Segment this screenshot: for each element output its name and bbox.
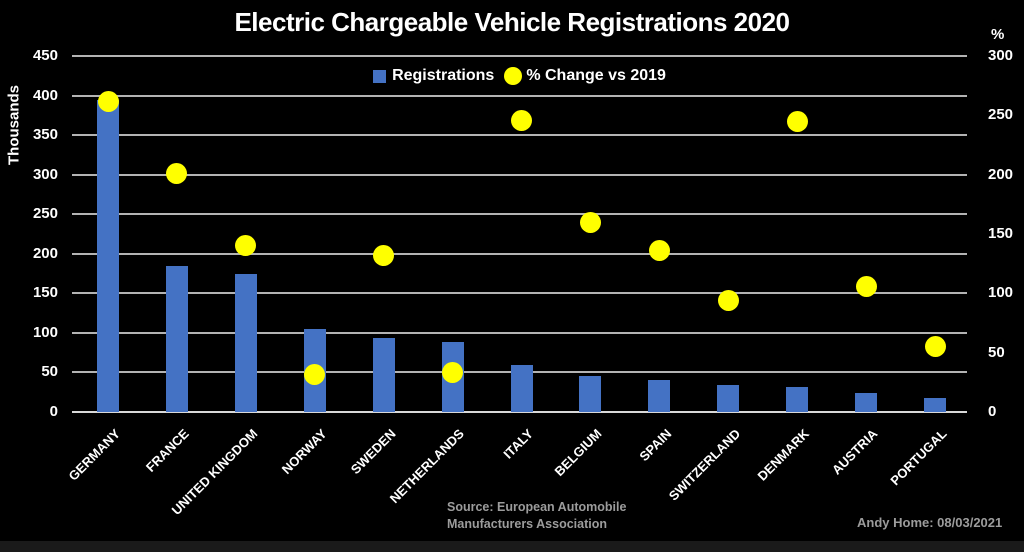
- x-axis-category-label: AUSTRIA: [829, 426, 881, 478]
- pct-change-dot: [235, 235, 257, 257]
- pct-change-dot: [717, 289, 739, 311]
- right-axis-unit-label: %: [991, 26, 1005, 43]
- registrations-bar: [717, 385, 740, 412]
- right-axis-tick-label: 150: [988, 225, 1014, 242]
- author-credit: Andy Home: 08/03/2021: [857, 515, 1003, 530]
- x-axis-category-label: SPAIN: [635, 426, 674, 465]
- pct-change-dot: [442, 362, 464, 384]
- left-axis-tick-label: 200: [32, 244, 58, 262]
- registrations-bar: [648, 380, 671, 412]
- right-axis-tick-label: 200: [988, 165, 1014, 183]
- registrations-bar: [165, 265, 188, 412]
- pct-change-dot: [786, 110, 808, 132]
- registrations-bar: [924, 397, 946, 412]
- right-axis-tick-label: 50: [988, 343, 1005, 361]
- gridline: [72, 94, 967, 97]
- x-axis-category-label: FRANCE: [142, 426, 192, 475]
- left-axis-tick-label: 0: [49, 403, 58, 420]
- x-axis-category-label: DENMARK: [754, 426, 812, 484]
- pct-change-dot: [97, 90, 119, 112]
- source-line-1: Source: European Automobile: [447, 500, 627, 514]
- pct-change-dot: [166, 162, 188, 184]
- gridline: [72, 134, 967, 137]
- gridline: [72, 292, 967, 295]
- pct-change-legend-dot-icon: [504, 67, 523, 85]
- pct-change-dot: [579, 211, 601, 233]
- x-axis-category-label: SWITZERLAND: [665, 426, 743, 504]
- gridline: [72, 55, 967, 57]
- left-axis-tick-label: 400: [32, 86, 58, 104]
- left-axis-tick-label: 100: [32, 323, 58, 341]
- gridline: [72, 252, 967, 255]
- left-axis-tick-label: 150: [32, 284, 58, 302]
- registrations-bar: [372, 337, 395, 412]
- right-axis-tick-label: 250: [988, 106, 1014, 124]
- pct-change-dot: [511, 109, 532, 131]
- x-axis-category-label: NETHERLANDS: [387, 426, 468, 507]
- left-axis-tick-label: 50: [41, 363, 58, 381]
- pct-change-dot: [648, 240, 670, 262]
- pct-change-dot: [373, 244, 395, 266]
- pct-change-dot: [304, 363, 326, 385]
- pct-change-dot: [924, 336, 946, 358]
- gridline: [72, 411, 967, 413]
- x-axis-category-label: PORTUGAL: [887, 426, 950, 489]
- gridline: [72, 331, 967, 334]
- registrations-legend-swatch-icon: [373, 69, 387, 83]
- registrations-legend-label: Registrations: [392, 67, 495, 84]
- left-axis-tick-label: 300: [32, 165, 58, 183]
- left-axis-tick-label: 350: [32, 126, 58, 144]
- right-axis-tick-label: 0: [988, 403, 997, 420]
- pct-change-legend-label: % Change vs 2019: [526, 67, 666, 84]
- registrations-bar: [510, 365, 533, 412]
- chart-title: Electric Chargeable Vehicle Registration…: [234, 7, 790, 37]
- left-axis-tick-label: 250: [32, 205, 58, 223]
- source-line-2: Manufacturers Association: [447, 517, 607, 531]
- x-axis-category-label: ITALY: [500, 426, 537, 462]
- gridline: [72, 173, 967, 176]
- chart-legend: Registrations % Change vs 2019: [72, 64, 967, 88]
- source-attribution: Source: European Automobile Manufacturer…: [447, 499, 626, 533]
- registrations-bar: [97, 99, 119, 412]
- x-axis-category-label: GERMANY: [65, 426, 123, 484]
- x-axis-category-label: BELGIUM: [552, 426, 606, 479]
- pct-change-dot: [855, 275, 877, 297]
- right-axis-tick-label: 300: [988, 47, 1014, 64]
- x-axis-category-label: NORWAY: [278, 426, 330, 477]
- gridline: [72, 213, 967, 216]
- right-axis-tick-label: 100: [988, 284, 1014, 302]
- left-axis-tick-label: 450: [32, 47, 58, 64]
- bottom-strip: [0, 541, 1024, 552]
- x-axis-category-label: SWEDEN: [347, 426, 399, 477]
- registrations-bar: [234, 274, 257, 412]
- registrations-bar: [579, 376, 602, 412]
- registrations-bar: [855, 393, 878, 412]
- registrations-bar: [786, 386, 809, 412]
